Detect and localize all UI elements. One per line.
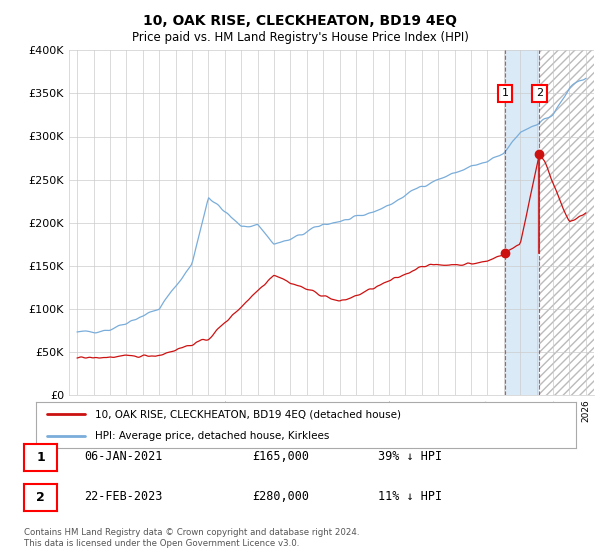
Text: 39% ↓ HPI: 39% ↓ HPI [378,450,442,463]
Text: 11% ↓ HPI: 11% ↓ HPI [378,490,442,503]
Text: 1: 1 [36,451,45,464]
Text: £165,000: £165,000 [252,450,309,463]
Text: 1: 1 [502,88,509,99]
Bar [505,50,539,395]
Text: £280,000: £280,000 [252,490,309,503]
Text: 2: 2 [36,491,45,505]
Text: 06-JAN-2021: 06-JAN-2021 [84,450,163,463]
Bar [539,50,594,395]
Text: Contains HM Land Registry data © Crown copyright and database right 2024.
This d: Contains HM Land Registry data © Crown c… [24,528,359,548]
Text: 2: 2 [536,88,543,99]
Text: 10, OAK RISE, CLECKHEATON, BD19 4EQ: 10, OAK RISE, CLECKHEATON, BD19 4EQ [143,14,457,28]
Text: Price paid vs. HM Land Registry's House Price Index (HPI): Price paid vs. HM Land Registry's House … [131,31,469,44]
Text: HPI: Average price, detached house, Kirklees: HPI: Average price, detached house, Kirk… [95,431,330,441]
Text: 10, OAK RISE, CLECKHEATON, BD19 4EQ (detached house): 10, OAK RISE, CLECKHEATON, BD19 4EQ (det… [95,409,401,419]
Text: 22-FEB-2023: 22-FEB-2023 [84,490,163,503]
